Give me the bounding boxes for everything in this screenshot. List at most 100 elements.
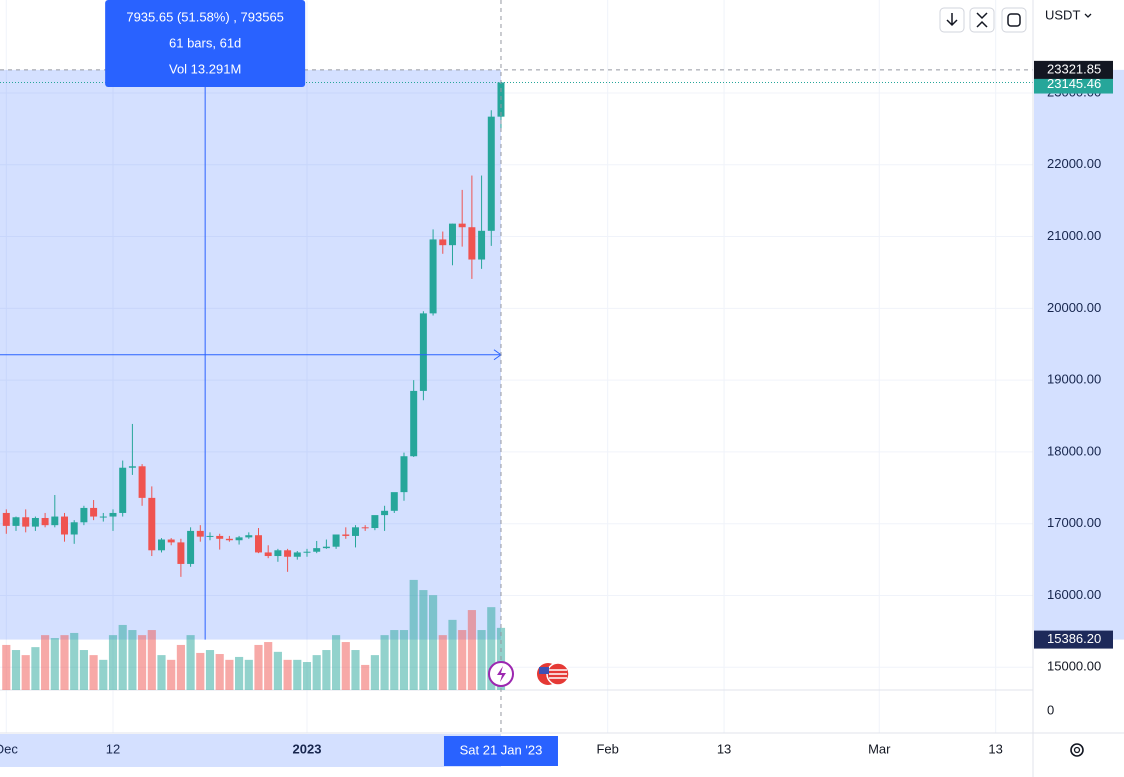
y-tick-label: 19000.00 [1047, 372, 1101, 387]
candle-body [468, 227, 476, 260]
candle-body [51, 516, 59, 526]
volume-bar [361, 664, 370, 690]
y-tick-label: 21000.00 [1047, 228, 1101, 243]
time-range-highlight [0, 734, 501, 767]
volume-bar [196, 652, 205, 690]
candle-body [177, 542, 185, 564]
candle-body [390, 492, 398, 511]
candle-body [90, 507, 98, 517]
volume-bar [108, 635, 118, 690]
volume-bar [254, 644, 263, 690]
candle-body [303, 551, 311, 553]
candle-body [80, 507, 88, 523]
candle-body [439, 239, 447, 246]
candle-body [138, 466, 146, 498]
y-tick-label: 22000.00 [1047, 156, 1101, 171]
x-tick-label: 13 [717, 741, 731, 756]
volume-bar [11, 650, 21, 690]
candle-body [448, 223, 456, 246]
volume-bar [118, 624, 127, 690]
volume-bar [390, 630, 399, 690]
candle-body [478, 230, 486, 260]
candle-body [487, 116, 495, 231]
candle-body [255, 535, 262, 553]
candle-body [235, 537, 243, 541]
candle-body [206, 535, 214, 537]
y-tick-label: 20000.00 [1047, 300, 1101, 315]
plot: 7935.65 (51.58%) , 793565 61 bars, 61d Vol… [0, 0, 1033, 733]
volume-bar [157, 655, 166, 690]
volume-bar [167, 659, 176, 690]
candle-body [216, 535, 224, 539]
last-price-badge [1034, 75, 1113, 94]
candle-body [361, 527, 369, 529]
volume-tick-label: 0 [1047, 702, 1054, 717]
event-icons [488, 661, 570, 687]
volume-bar [448, 619, 457, 690]
volume-bar [458, 630, 467, 690]
measure-tooltip [105, 0, 306, 87]
volume-bar [264, 642, 273, 690]
y-tick-label: 17000.00 [1047, 515, 1101, 530]
candle-body [41, 517, 49, 526]
volume-bar [21, 655, 30, 690]
chevron [1084, 13, 1092, 18]
measure-low-badge-label: 15386.20 [1047, 631, 1101, 646]
grid [0, 0, 1033, 733]
tooltip-line: 61 bars, 61d [169, 35, 241, 50]
volume-bar [438, 635, 447, 690]
volume-bar [41, 635, 50, 690]
settings[interactable] [1070, 743, 1084, 757]
candle-body [225, 538, 233, 541]
volume-bar [477, 630, 486, 690]
volume-bar [186, 635, 195, 690]
y-tick-label: 16000.00 [1047, 587, 1101, 602]
volume-bar [322, 650, 331, 690]
icon [946, 13, 958, 27]
crosshair-price-badge [1034, 60, 1113, 79]
candle-body [109, 512, 117, 517]
candle-body [119, 467, 127, 513]
x-tick-label: 12 [106, 741, 120, 756]
candle-body [187, 530, 195, 564]
reset-button[interactable] [1001, 7, 1027, 33]
candle-body [313, 548, 321, 552]
icon [539, 667, 549, 674]
icon [549, 669, 567, 679]
collapse-button[interactable] [969, 7, 995, 33]
volume-bar [147, 630, 156, 690]
candle-body [419, 313, 427, 391]
currency[interactable]: USDT [1045, 7, 1080, 22]
candle-body [264, 552, 272, 557]
candle-body [12, 517, 20, 526]
candle-body [22, 517, 30, 527]
candle-body [322, 546, 330, 549]
x-tick-label: 13 [988, 741, 1002, 756]
volume-bar [235, 656, 244, 690]
crosshair-time-label: Sat 21 Jan '23 [460, 742, 543, 757]
volume-bar [429, 595, 438, 690]
candle-body [99, 516, 107, 518]
volume-bar [215, 654, 224, 690]
candle-body [458, 223, 466, 228]
candle-body [429, 239, 437, 314]
axes: 15000.00 16000.00 17000.00 18000.00 19000.00… [0, 60, 1124, 767]
x-tick-label: Mar [868, 741, 891, 756]
volume-bar [351, 650, 360, 690]
volume-bar [467, 610, 476, 690]
candle-body [2, 512, 10, 526]
volume-bar [60, 635, 69, 690]
volume-bar [370, 655, 379, 690]
candle-body [70, 522, 78, 535]
volume-bar [409, 579, 418, 690]
tooltip-line: Vol 13.291M [169, 61, 241, 76]
volume-bar [332, 635, 341, 690]
y-tick-label: 15000.00 [1047, 659, 1101, 674]
candle-body [371, 515, 379, 529]
volume-bar [225, 659, 234, 690]
gear-icon[interactable] [1070, 743, 1084, 757]
candle-body [245, 535, 253, 538]
volume-bar [244, 659, 253, 690]
price-range-highlight [1034, 69, 1124, 640]
